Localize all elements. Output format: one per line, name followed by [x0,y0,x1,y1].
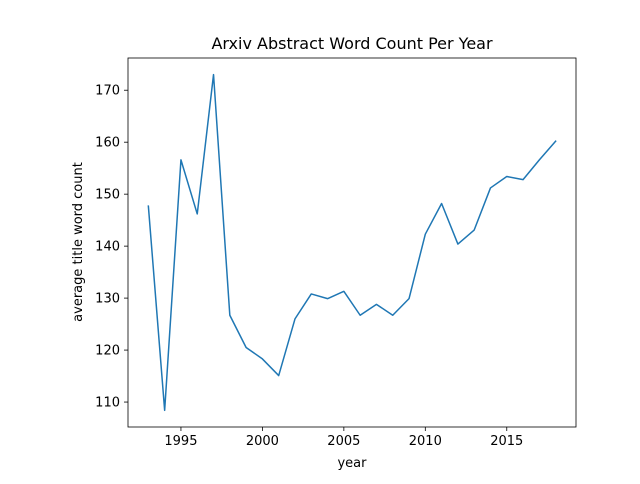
x-tick-label-2015: 2015 [490,434,523,449]
x-tick-label-2005: 2005 [327,434,360,449]
axes-frame [127,57,577,428]
y-tick-label-160: 160 [95,136,120,151]
y-tick-label-150: 150 [95,188,120,203]
y-tick-label-110: 110 [95,396,120,411]
series-line-0 [147,73,557,412]
x-axis-label: year [337,456,367,471]
x-tick-label-1995: 1995 [164,434,197,449]
y-axis-label: average title word count [71,162,86,322]
x-tick-label-2000: 2000 [246,434,279,449]
y-tick-label-170: 170 [95,84,120,99]
x-tick-label-2010: 2010 [409,434,442,449]
chart-title: Arxiv Abstract Word Count Per Year [211,34,493,53]
y-tick-label-130: 130 [95,292,120,307]
y-tick-label-140: 140 [95,240,120,255]
y-tick-label-120: 120 [95,344,120,359]
plot-area: 1995 2000 2005 2010 2015 110 120 130 140 150 160 17… [95,57,577,449]
